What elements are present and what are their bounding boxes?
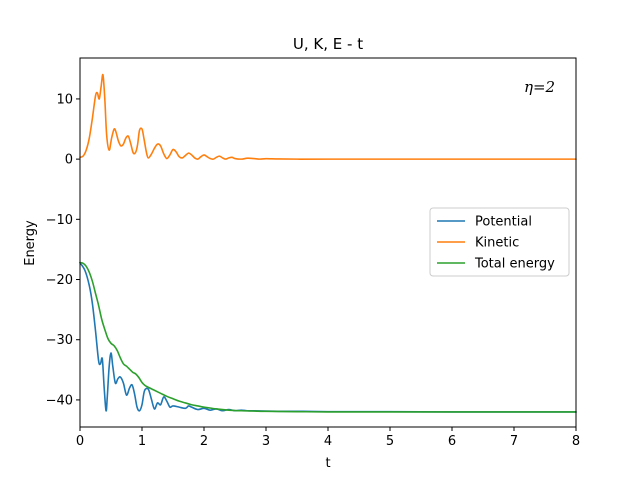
legend-label: Kinetic — [475, 236, 519, 251]
y-axis-ticks: −40 −30 −20 −10 0 10 — [46, 92, 80, 408]
series-line-total-energy — [79, 261, 577, 413]
x-tick-label: 5 — [386, 434, 394, 449]
legend-label: Total energy — [474, 257, 555, 272]
x-tick-label: 1 — [138, 434, 146, 449]
y-tick-label: −30 — [46, 333, 73, 348]
series-layer — [79, 73, 577, 413]
legend-label: Potential — [475, 215, 532, 230]
chart-title: U, K, E - t — [293, 35, 363, 53]
y-tick-label: −20 — [46, 273, 73, 288]
x-tick-label: 2 — [200, 434, 208, 449]
x-tick-label: 6 — [448, 434, 456, 449]
x-tick-label: 4 — [324, 434, 332, 449]
x-tick-label: 7 — [510, 434, 518, 449]
x-axis-ticks: 0 1 2 3 4 5 6 7 8 — [76, 427, 580, 449]
series-line-kinetic — [79, 73, 577, 160]
x-tick-label: 8 — [572, 434, 580, 449]
y-tick-label: −10 — [46, 213, 73, 228]
x-axis-label: t — [325, 456, 330, 471]
y-axis-label: Energy — [23, 220, 38, 266]
x-tick-label: 3 — [262, 434, 270, 449]
y-tick-label: 0 — [65, 153, 73, 168]
eta-annotation: η=2 — [524, 78, 555, 96]
y-tick-label: −40 — [46, 393, 73, 408]
x-tick-label: 0 — [76, 434, 84, 449]
legend-box — [429, 207, 570, 277]
y-tick-label: 10 — [56, 92, 73, 107]
legend: Potential Kinetic Total energy — [429, 207, 570, 277]
